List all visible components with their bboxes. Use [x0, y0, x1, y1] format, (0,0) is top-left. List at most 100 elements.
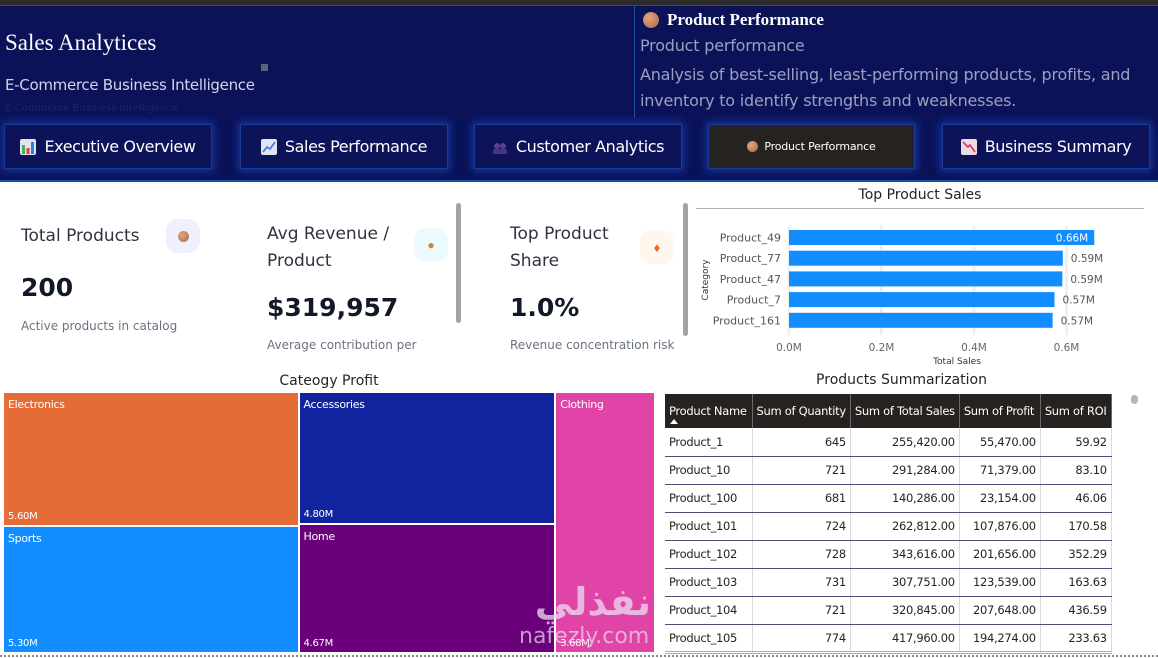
table-cell: 255,420.00 — [850, 428, 960, 457]
x-tick-label: 0.4M — [961, 342, 987, 354]
table-cell: 207,648.00 — [959, 596, 1041, 625]
treemap-title: Cateogy Profit — [279, 373, 379, 389]
tab-sales-performance[interactable]: Sales Performance — [240, 124, 448, 169]
kpi-value: 1.0% — [510, 293, 580, 322]
treemap-tile-value: 4.67M — [303, 637, 334, 649]
page-info-panel: Product Performance Product performance … — [634, 6, 1158, 119]
page-info-subtitle: Product performance — [640, 36, 805, 55]
kpi-area: Total Products 200 Active products in ca… — [0, 185, 690, 365]
tab-executive-overview[interactable]: Executive Overview — [4, 124, 212, 169]
users-icon — [492, 142, 507, 154]
package-icon — [643, 12, 659, 28]
data-label: 0.57M — [1062, 295, 1094, 307]
table-cell: 721 — [752, 456, 851, 485]
table-cell: 352.29 — [1040, 540, 1112, 569]
table-cell: 140,286.00 — [850, 484, 960, 513]
kpi-caption: Average contribution per — [267, 338, 417, 352]
table-cell: 163.63 — [1040, 568, 1112, 597]
table-cell: 23,154.00 — [959, 484, 1041, 513]
table-cell: 307,751.00 — [850, 568, 960, 597]
column-header-total-sales[interactable]: Sum of Total Sales — [850, 394, 960, 428]
kpi-caption: Active products in catalog — [21, 319, 178, 333]
treemap-tile-accessories[interactable]: Accessories 4.80M — [298, 392, 556, 525]
table-cell: Product_104 — [665, 596, 753, 625]
data-label: 0.59M — [1070, 274, 1102, 286]
app-subtitle: E-Commerce Business Intelligence — [5, 76, 255, 94]
bar[interactable] — [789, 271, 1063, 287]
table-cell: 728 — [752, 540, 851, 569]
treemap-tile-value: 3.68M — [560, 638, 590, 649]
kpi-icon-badge: ♦ — [640, 230, 674, 264]
bar[interactable] — [789, 230, 1095, 245]
card-scrollbar[interactable] — [456, 203, 461, 323]
column-header-profit[interactable]: Sum of Profit — [959, 394, 1041, 428]
table-row[interactable]: Product_101 724 262,812.00 107,876.00 170.58 — [665, 512, 1112, 541]
table-row[interactable]: Product_10 721 291,284.00 71,379.00 83.10 — [665, 456, 1112, 485]
treemap-tile-clothing[interactable]: Clothing 3.68M — [555, 392, 655, 653]
kpi-card-top-product-share: Top Product Share 1.0% Revenue concentra… — [510, 221, 680, 361]
products-summary-table: Product Name Sum of Quantity Sum of Tota… — [665, 394, 1112, 654]
data-label: 0.66M — [1056, 233, 1088, 245]
table-cell: 55,470.00 — [959, 428, 1041, 457]
tab-business-summary[interactable]: Business Summary — [942, 124, 1150, 169]
bar[interactable] — [789, 292, 1055, 308]
kpi-icon-badge: ● — [414, 228, 448, 262]
card-scrollbar[interactable] — [683, 203, 688, 336]
table-cell: 731 — [752, 568, 851, 597]
app-subtitle-shadow: E-Commerce Business Intelligence — [5, 103, 178, 114]
column-header-product-name[interactable]: Product Name — [665, 394, 753, 428]
tab-label: Executive Overview — [44, 137, 196, 156]
y-category-label: Product_47 — [720, 273, 781, 286]
column-header-quantity[interactable]: Sum of Quantity — [752, 394, 851, 428]
table-row[interactable]: Product_103 731 307,751.00 123,539.00 163.63 — [665, 568, 1112, 597]
table-row[interactable]: Product_105 774 417,960.00 194,274.00 233.63 — [665, 624, 1112, 654]
kpi-value: 200 — [21, 273, 74, 302]
bar[interactable] — [789, 250, 1063, 266]
x-tick-label: 0.0M — [776, 342, 802, 354]
y-category-label: Product_161 — [713, 314, 781, 327]
treemap-tile-label: Home — [303, 530, 336, 544]
treemap-tile-home[interactable]: Home 4.67M — [298, 524, 556, 653]
table-cell: Product_100 — [665, 484, 753, 513]
table-row[interactable]: Product_104 721 320,845.00 207,648.00 436.59 — [665, 596, 1112, 625]
table-cell: 201,656.00 — [959, 540, 1041, 569]
bar-chart-svg: 0.0M 0.2M 0.4M 0.6M Product_49 0.66M Product_7… — [701, 225, 1103, 367]
chart-title-rule — [696, 208, 1144, 209]
tab-label: Customer Analytics — [515, 137, 665, 156]
tab-label: Business Summary — [984, 137, 1132, 156]
column-header-roi[interactable]: Sum of ROI — [1040, 394, 1112, 428]
table-cell: 645 — [752, 428, 851, 457]
y-category-label: Product_77 — [720, 252, 781, 265]
tab-product-performance[interactable]: Product Performance — [708, 124, 915, 169]
app-title: Sales Analytices — [5, 30, 157, 55]
table-cell: 681 — [752, 484, 851, 513]
treemap-tile-value: 5.60M — [8, 511, 38, 523]
bar-chart-icon — [20, 138, 37, 155]
page-navigation: Executive Overview Sales Performance Cus… — [0, 118, 1158, 182]
table-cell: Product_1 — [665, 428, 753, 457]
x-axis-title: Total Sales — [932, 357, 981, 367]
trend-up-icon — [260, 138, 277, 155]
treemap-tile-sports[interactable]: Sports 5.30M — [3, 526, 299, 653]
table-cell: 46.06 — [1040, 484, 1112, 513]
page-info-title-text: Product Performance — [667, 10, 824, 29]
table-cell: 262,812.00 — [850, 512, 960, 541]
table-row[interactable]: Product_102 728 343,616.00 201,656.00 352.29 — [665, 540, 1112, 569]
table-scrollbar-thumb[interactable] — [1131, 395, 1138, 404]
tab-customer-analytics[interactable]: Customer Analytics — [474, 124, 682, 169]
table-row[interactable]: Product_1 645 255,420.00 55,470.00 59.92 — [665, 428, 1112, 457]
table-cell: Product_105 — [665, 624, 753, 654]
kpi-card-total-products: Total Products 200 Active products in ca… — [21, 219, 221, 363]
table-cell: 59.92 — [1040, 428, 1112, 457]
table-cell: 774 — [752, 624, 851, 654]
tab-label: Sales Performance — [284, 137, 428, 156]
header: Sales Analytices E-Commerce Business Int… — [0, 5, 1158, 119]
table-cell: 233.63 — [1040, 624, 1112, 654]
table-header-row: Product Name Sum of Quantity Sum of Tota… — [665, 394, 1112, 428]
table-cell: 721 — [752, 596, 851, 625]
bar[interactable] — [789, 312, 1053, 328]
treemap-tile-electronics[interactable]: Electronics 5.60M — [3, 392, 299, 527]
kpi-label: Total Products — [21, 226, 140, 246]
table-cell: 343,616.00 — [850, 540, 960, 569]
table-row[interactable]: Product_100 681 140,286.00 23,154.00 46.06 — [665, 484, 1112, 513]
